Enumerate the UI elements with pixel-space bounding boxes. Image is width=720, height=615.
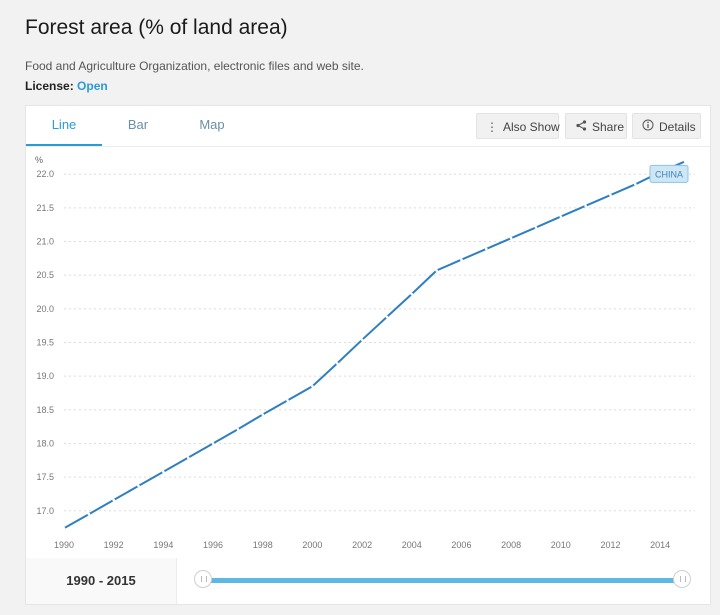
data-point[interactable] bbox=[460, 258, 463, 261]
share-label: Share bbox=[592, 120, 625, 134]
details-button[interactable]: Details bbox=[632, 113, 701, 139]
y-tick-label: 21.5 bbox=[36, 203, 54, 213]
data-point[interactable] bbox=[509, 236, 513, 240]
data-point[interactable] bbox=[584, 204, 587, 208]
also-show-button[interactable]: ⋮ Also Show bbox=[476, 113, 560, 139]
tab-map[interactable]: Map bbox=[199, 117, 225, 132]
also-show-label: Also Show bbox=[503, 120, 560, 134]
data-point[interactable] bbox=[87, 512, 91, 516]
data-point[interactable] bbox=[137, 484, 140, 488]
tab-line[interactable]: Line bbox=[26, 106, 102, 146]
y-tick-label: 20.5 bbox=[36, 270, 54, 280]
x-tick-label: 2012 bbox=[600, 540, 620, 550]
range-slider-track[interactable] bbox=[204, 578, 682, 583]
y-axis-label: % bbox=[35, 155, 43, 165]
share-icon bbox=[574, 114, 588, 140]
data-point[interactable] bbox=[261, 413, 265, 416]
data-point[interactable] bbox=[410, 292, 414, 296]
x-tick-label: 2010 bbox=[551, 540, 571, 550]
data-point[interactable] bbox=[360, 338, 364, 342]
source-text: Food and Agriculture Organization, elect… bbox=[25, 59, 364, 73]
x-tick-label: 1994 bbox=[153, 540, 173, 550]
license-link[interactable]: Open bbox=[77, 79, 108, 93]
data-point[interactable] bbox=[112, 498, 115, 502]
data-point[interactable] bbox=[186, 456, 190, 459]
data-point[interactable] bbox=[335, 362, 339, 365]
data-point[interactable] bbox=[162, 470, 165, 474]
info-icon bbox=[641, 114, 655, 140]
y-tick-label: 17.5 bbox=[36, 472, 54, 482]
series-label: CHINA bbox=[655, 169, 683, 179]
details-label: Details bbox=[659, 120, 696, 134]
license-line: License: Open bbox=[25, 79, 108, 93]
y-tick-label: 19.5 bbox=[36, 338, 54, 348]
y-tick-label: 20.0 bbox=[36, 304, 54, 314]
x-tick-label: 2004 bbox=[402, 540, 422, 550]
x-tick-label: 2014 bbox=[650, 540, 670, 550]
share-button[interactable]: Share bbox=[565, 113, 627, 139]
y-axis-ticks: 17.0 17.5 18.0 18.5 19.0 19.5 20.0 20.5 21.0 21.5… bbox=[36, 169, 54, 516]
data-point[interactable] bbox=[62, 527, 66, 530]
series-line bbox=[63, 160, 686, 530]
data-point[interactable] bbox=[385, 315, 389, 319]
grid-lines bbox=[64, 173, 695, 512]
data-point[interactable] bbox=[609, 193, 612, 197]
data-point[interactable] bbox=[559, 215, 563, 218]
data-point[interactable] bbox=[236, 428, 240, 431]
x-tick-label: 2002 bbox=[352, 540, 372, 550]
x-tick-label: 1990 bbox=[54, 540, 74, 550]
data-point[interactable] bbox=[683, 160, 687, 163]
range-label: 1990 - 2015 bbox=[26, 558, 177, 604]
license-label: License: bbox=[25, 79, 74, 93]
data-point[interactable] bbox=[634, 182, 637, 186]
y-tick-label: 17.0 bbox=[36, 506, 54, 516]
line-chart: 17.0 17.5 18.0 18.5 19.0 19.5 20.0 20.5 21.0 21.5… bbox=[35, 155, 695, 550]
range-slider-end-handle[interactable] bbox=[673, 570, 691, 588]
x-tick-label: 1998 bbox=[253, 540, 273, 550]
y-tick-label: 22.0 bbox=[36, 169, 54, 179]
x-tick-label: 1992 bbox=[104, 540, 124, 550]
data-point[interactable] bbox=[484, 247, 488, 251]
x-axis-ticks: 1990 1992 1994 1996 1998 2000 2002 2004 2006 2008… bbox=[54, 540, 670, 550]
data-point[interactable] bbox=[286, 399, 289, 402]
page-title: Forest area (% of land area) bbox=[25, 16, 288, 39]
data-point[interactable] bbox=[435, 269, 438, 272]
chart-tabs: Line Bar Map ⋮ Also Show Share Details bbox=[26, 106, 710, 147]
range-footer: 1990 - 2015 bbox=[25, 558, 711, 605]
data-point[interactable] bbox=[311, 384, 314, 388]
series-group: CHINA bbox=[62, 160, 689, 530]
chart-card: Line Bar Map ⋮ Also Show Share Details 17… bbox=[25, 105, 711, 559]
x-tick-label: 2008 bbox=[501, 540, 521, 550]
range-slider-start-handle[interactable] bbox=[194, 570, 212, 588]
tab-bar[interactable]: Bar bbox=[127, 117, 149, 132]
series-label-box bbox=[649, 164, 689, 183]
x-tick-label: 2000 bbox=[302, 540, 322, 550]
data-point[interactable] bbox=[534, 226, 538, 229]
y-tick-label: 21.0 bbox=[36, 237, 54, 247]
x-tick-label: 1996 bbox=[203, 540, 223, 550]
y-tick-label: 18.0 bbox=[36, 438, 54, 448]
more-vertical-icon: ⋮ bbox=[486, 120, 498, 134]
data-point[interactable] bbox=[211, 442, 215, 445]
y-tick-label: 19.0 bbox=[36, 371, 54, 381]
y-tick-label: 18.5 bbox=[36, 405, 54, 415]
x-tick-label: 2006 bbox=[451, 540, 471, 550]
